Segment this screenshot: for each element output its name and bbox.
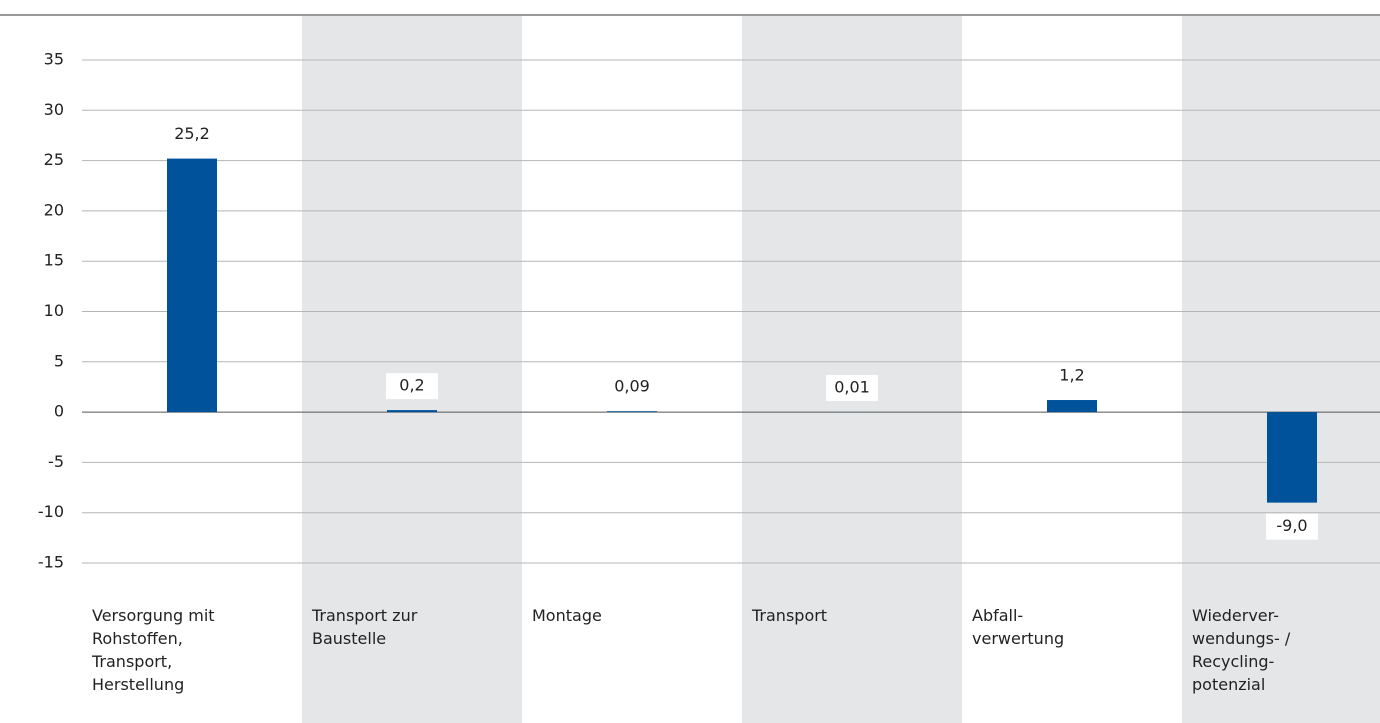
band-shade: [302, 16, 522, 723]
bar: [607, 411, 657, 413]
value-label-bg: [386, 373, 438, 400]
value-label-bg: [1046, 363, 1098, 390]
band-shade: [1182, 16, 1380, 723]
y-tick-label: 0: [54, 402, 64, 421]
y-tick-label: 25: [44, 150, 64, 169]
y-tick-label: 15: [44, 251, 64, 270]
y-tick-label: 10: [44, 301, 64, 320]
bar: [1047, 400, 1097, 413]
value-label: -9,0: [1276, 516, 1307, 535]
value-label: 0,09: [614, 377, 650, 396]
y-tick-label: 20: [44, 200, 64, 219]
value-label-bg: [606, 374, 658, 401]
y-tick-label: -15: [38, 553, 64, 572]
y-tick-label: 5: [54, 351, 64, 370]
bar: [167, 158, 217, 413]
x-tick-label: Abfall- verwertung: [972, 606, 1065, 648]
value-label-bg: [166, 121, 218, 148]
value-label-bg: [826, 374, 878, 401]
value-label-bg: [1266, 513, 1318, 540]
x-tick-label: Transport: [752, 606, 828, 625]
y-tick-label: 35: [44, 50, 64, 69]
x-tick-label: Montage: [532, 606, 602, 625]
band-shade: [742, 16, 962, 723]
bar: [387, 410, 437, 413]
x-tick-label: Versorgung mit Rohstoffen, Transport, He…: [92, 606, 215, 694]
bar: [1267, 412, 1317, 503]
y-tick-label: -10: [38, 502, 64, 521]
value-label: 0,2: [399, 376, 424, 395]
value-label: 0,01: [834, 377, 870, 396]
x-tick-label: Wiederver- wendungs- / Recycling- potenz…: [1192, 606, 1291, 694]
y-tick-label: -5: [48, 452, 64, 471]
y-tick-label: 30: [44, 100, 64, 119]
x-tick-label: Transport zur Baustelle: [312, 606, 418, 648]
value-label: 25,2: [174, 124, 210, 143]
value-label: 1,2: [1059, 366, 1084, 385]
